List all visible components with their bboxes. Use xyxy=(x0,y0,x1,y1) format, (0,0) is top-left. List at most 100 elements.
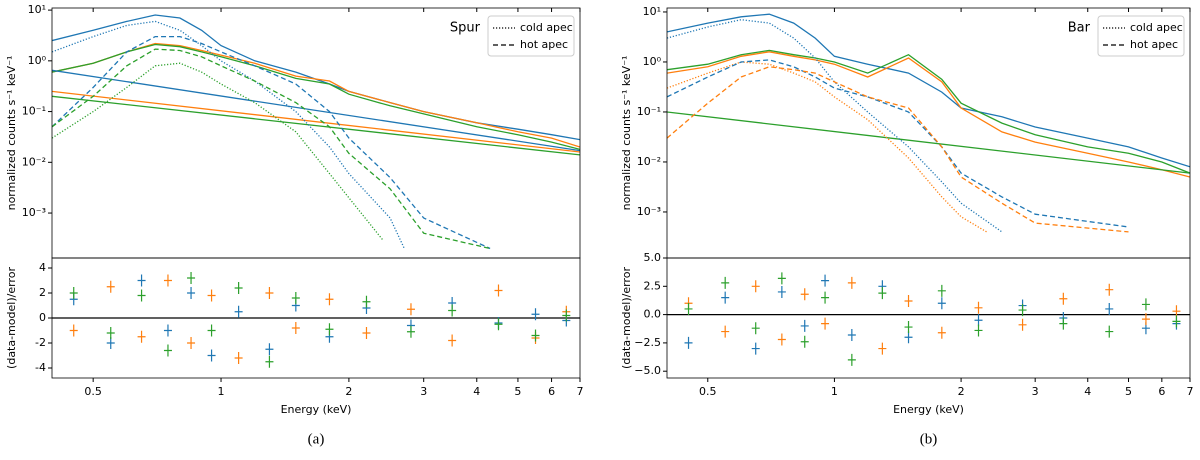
residual-point xyxy=(684,336,693,349)
residual-point xyxy=(69,287,78,299)
residual-point xyxy=(106,327,115,339)
x-tick-label: 2 xyxy=(958,385,965,398)
residual-point xyxy=(106,280,115,293)
residual-point xyxy=(847,276,856,289)
residual-point xyxy=(69,324,78,337)
residual-point xyxy=(1105,283,1114,296)
x-tick-label: 5 xyxy=(514,385,521,398)
residual-point xyxy=(234,305,243,318)
series-line xyxy=(667,59,1129,228)
residual-point xyxy=(821,274,830,287)
residual-point xyxy=(878,342,887,355)
plot-area xyxy=(52,272,580,368)
y-tick-label: 10¹ xyxy=(643,5,661,18)
residual-point xyxy=(800,335,809,348)
residual-point xyxy=(751,280,760,293)
residual-point xyxy=(800,288,809,301)
residual-point xyxy=(821,317,830,330)
series-line xyxy=(667,13,1190,168)
residual-point xyxy=(721,291,730,304)
x-tick-label: 2 xyxy=(345,385,352,398)
residual-point xyxy=(163,344,172,357)
residual-point xyxy=(187,337,196,349)
residual-point xyxy=(406,325,415,338)
legend-label: cold apec xyxy=(1130,21,1183,34)
y-tick-label: 10⁻² xyxy=(22,155,46,168)
residual-point xyxy=(1018,304,1027,317)
x-tick-label: 5 xyxy=(1125,385,1132,398)
residual-point xyxy=(291,322,300,334)
x-tick-label: 6 xyxy=(548,385,555,398)
residual-point xyxy=(531,329,540,342)
y-tick-label: 2 xyxy=(39,286,46,299)
residual-point xyxy=(187,272,196,284)
residual-point xyxy=(494,318,503,331)
x-axis-label: Energy (keV) xyxy=(281,403,352,416)
x-tick-label: 0.5 xyxy=(84,385,102,398)
y-tick-label: 10⁻³ xyxy=(637,205,661,218)
residual-point xyxy=(265,343,274,356)
residual-point xyxy=(937,326,946,339)
residual-point xyxy=(1141,313,1150,326)
series-line xyxy=(52,95,580,156)
axes-frame xyxy=(51,257,581,379)
residual-point xyxy=(137,274,146,287)
legend-label: hot apec xyxy=(1130,38,1178,51)
x-tick-label: 7 xyxy=(577,385,584,398)
series-line xyxy=(52,69,580,152)
x-tick-label: 7 xyxy=(1187,385,1194,398)
x-tick-label: 1 xyxy=(831,385,838,398)
caption: (b) xyxy=(920,431,938,447)
residual-point xyxy=(937,297,946,310)
legend-box xyxy=(1097,15,1185,57)
residual-point xyxy=(137,289,146,302)
annotation: Spur xyxy=(450,21,481,36)
series-line xyxy=(52,20,405,249)
residual-point xyxy=(721,276,730,289)
residual-point xyxy=(904,331,913,344)
legend-label: hot apec xyxy=(520,38,568,51)
residual-point xyxy=(878,287,887,300)
residual-point xyxy=(137,330,146,343)
residual-point xyxy=(721,325,730,338)
plot-area xyxy=(667,13,1190,233)
x-tick-label: 3 xyxy=(420,385,427,398)
residual-point xyxy=(777,272,786,285)
residual-point xyxy=(406,303,415,316)
caption: (a) xyxy=(308,431,325,447)
x-tick-label: 4 xyxy=(1084,385,1091,398)
residual-point xyxy=(265,355,274,368)
series-line xyxy=(667,111,1190,174)
series-line xyxy=(52,48,491,250)
y-tick-label: -4 xyxy=(35,361,46,374)
y-tick-label: 4 xyxy=(39,261,46,274)
residual-point xyxy=(362,327,371,339)
residual-point xyxy=(904,295,913,308)
residual-point xyxy=(562,309,571,322)
legend-box xyxy=(487,15,575,57)
x-tick-label: 4 xyxy=(473,385,480,398)
y-tick-label: -2 xyxy=(35,336,46,349)
residual-point xyxy=(187,287,196,299)
y-tick-label: 10⁻² xyxy=(637,155,661,168)
residual-point xyxy=(325,323,334,336)
y-tick-label: 10⁰ xyxy=(28,54,47,67)
residual-point xyxy=(684,302,693,315)
y-tick-label: −5.0 xyxy=(634,364,661,377)
residual-point xyxy=(163,274,172,287)
residual-point xyxy=(207,349,216,362)
y-tick-label: 10⁻¹ xyxy=(22,105,46,118)
y-tick-label: 10⁻³ xyxy=(22,206,46,219)
residual-point xyxy=(1105,302,1114,315)
residual-point xyxy=(207,324,216,337)
residual-point xyxy=(847,353,856,366)
residual-point xyxy=(494,284,503,297)
y-axis-label: normalized counts s⁻¹ keV⁻¹ xyxy=(5,56,18,211)
residual-point xyxy=(325,293,334,306)
residual-point xyxy=(937,284,946,297)
y-axis-label: normalized counts s⁻¹ keV⁻¹ xyxy=(620,56,633,211)
y-tick-label: 10⁻¹ xyxy=(637,105,661,118)
residual-point xyxy=(974,314,983,327)
residual-point xyxy=(1059,317,1068,330)
